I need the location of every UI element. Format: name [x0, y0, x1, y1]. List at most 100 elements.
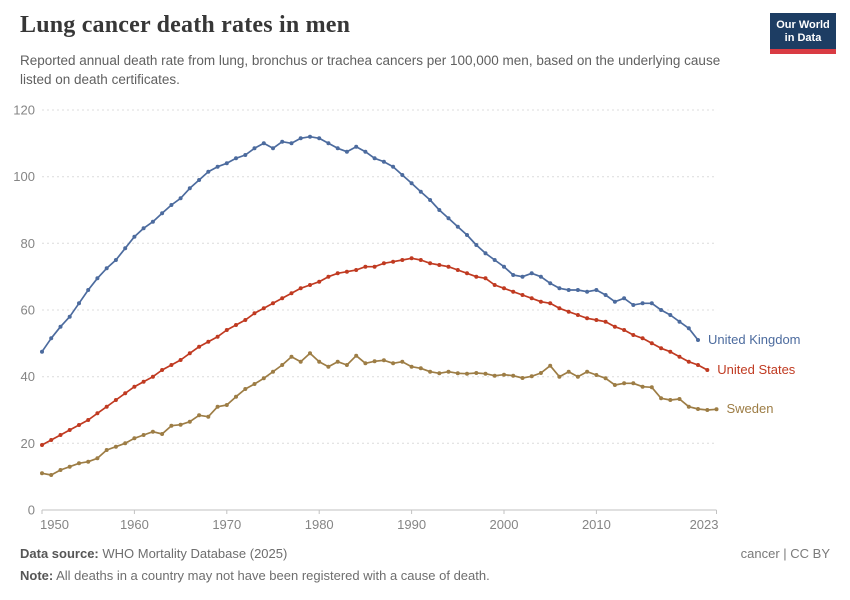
owid-logo[interactable]: Our World in Data: [770, 13, 836, 54]
data-point-united-states[interactable]: [298, 286, 303, 291]
data-point-united-states[interactable]: [280, 296, 285, 301]
data-point-united-states[interactable]: [243, 318, 248, 322]
data-point-united-states[interactable]: [40, 443, 44, 447]
data-point-united-states[interactable]: [538, 299, 543, 304]
data-point-united-states[interactable]: [372, 264, 377, 269]
data-point-united-states[interactable]: [252, 311, 257, 316]
data-point-sweden[interactable]: [178, 422, 183, 427]
data-point-united-states[interactable]: [428, 261, 433, 266]
data-point-united-kingdom[interactable]: [446, 216, 451, 221]
data-point-united-kingdom[interactable]: [95, 276, 100, 281]
data-point-united-states[interactable]: [354, 268, 359, 272]
data-point-sweden[interactable]: [474, 371, 479, 375]
data-point-sweden[interactable]: [317, 359, 322, 364]
data-point-sweden[interactable]: [206, 414, 211, 419]
data-point-sweden[interactable]: [252, 382, 257, 386]
data-point-united-kingdom[interactable]: [603, 293, 608, 297]
data-point-united-kingdom[interactable]: [548, 281, 553, 286]
data-point-united-states[interactable]: [649, 341, 654, 346]
data-point-united-states[interactable]: [511, 289, 516, 294]
data-point-sweden[interactable]: [585, 369, 590, 374]
data-point-sweden[interactable]: [520, 376, 525, 380]
data-point-sweden[interactable]: [113, 444, 118, 449]
data-point-united-kingdom[interactable]: [677, 319, 682, 324]
data-point-sweden[interactable]: [705, 408, 710, 412]
data-point-sweden[interactable]: [640, 384, 645, 389]
data-point-united-states[interactable]: [289, 291, 294, 296]
data-point-united-states[interactable]: [566, 309, 571, 314]
data-point-sweden[interactable]: [465, 371, 469, 376]
data-point-united-kingdom[interactable]: [335, 146, 340, 151]
data-point-united-kingdom[interactable]: [40, 349, 44, 354]
data-point-sweden[interactable]: [659, 396, 664, 401]
data-point-sweden[interactable]: [215, 404, 220, 409]
data-point-sweden[interactable]: [243, 387, 248, 391]
data-point-united-states[interactable]: [224, 328, 229, 332]
data-point-united-states[interactable]: [483, 276, 488, 281]
series-united-states[interactable]: [40, 256, 710, 447]
data-point-united-kingdom[interactable]: [123, 246, 128, 251]
data-point-united-states[interactable]: [391, 259, 396, 264]
data-point-united-states[interactable]: [95, 411, 100, 416]
legend-label-united-kingdom[interactable]: United Kingdom: [708, 331, 801, 347]
data-point-united-kingdom[interactable]: [86, 288, 91, 292]
data-point-united-states[interactable]: [169, 363, 174, 367]
data-point-united-kingdom[interactable]: [49, 336, 54, 341]
data-point-united-kingdom[interactable]: [215, 164, 220, 169]
series-line-sweden[interactable]: [41, 352, 717, 476]
data-point-sweden[interactable]: [49, 473, 54, 477]
data-point-sweden[interactable]: [308, 351, 312, 356]
data-point-sweden[interactable]: [67, 464, 72, 469]
series-united-kingdom[interactable]: [40, 134, 700, 354]
data-point-united-kingdom[interactable]: [58, 324, 63, 329]
data-point-united-kingdom[interactable]: [77, 301, 81, 306]
data-point-united-states[interactable]: [308, 283, 312, 287]
data-point-sweden[interactable]: [123, 441, 128, 446]
data-point-united-kingdom[interactable]: [326, 141, 331, 146]
data-point-sweden[interactable]: [455, 371, 460, 376]
series-sweden[interactable]: [40, 351, 719, 477]
data-point-united-states[interactable]: [529, 296, 534, 301]
data-point-sweden[interactable]: [234, 394, 238, 399]
series-line-united-states[interactable]: [41, 257, 708, 446]
data-point-united-states[interactable]: [557, 306, 562, 311]
data-point-united-states[interactable]: [363, 264, 368, 269]
data-point-united-states[interactable]: [446, 264, 451, 269]
data-point-united-states[interactable]: [86, 418, 91, 422]
data-point-united-kingdom[interactable]: [696, 338, 700, 342]
data-point-united-kingdom[interactable]: [538, 274, 543, 279]
data-point-united-states[interactable]: [437, 263, 442, 267]
data-point-sweden[interactable]: [344, 363, 349, 367]
data-point-sweden[interactable]: [612, 383, 617, 387]
data-point-sweden[interactable]: [298, 359, 303, 364]
data-point-united-kingdom[interactable]: [465, 233, 469, 237]
data-point-sweden[interactable]: [686, 404, 691, 409]
data-point-sweden[interactable]: [446, 369, 451, 374]
data-point-united-kingdom[interactable]: [113, 258, 118, 262]
data-point-united-states[interactable]: [271, 301, 275, 306]
data-point-united-kingdom[interactable]: [317, 136, 322, 141]
data-point-sweden[interactable]: [437, 371, 442, 376]
data-point-united-kingdom[interactable]: [686, 326, 691, 331]
data-point-united-states[interactable]: [418, 258, 423, 262]
data-point-united-states[interactable]: [622, 328, 627, 332]
data-point-sweden[interactable]: [354, 353, 359, 358]
data-point-united-states[interactable]: [612, 324, 617, 329]
data-point-united-kingdom[interactable]: [354, 144, 359, 149]
data-point-united-kingdom[interactable]: [67, 314, 72, 319]
data-point-united-states[interactable]: [261, 306, 266, 311]
data-point-united-kingdom[interactable]: [381, 159, 386, 164]
data-point-united-states[interactable]: [197, 344, 202, 349]
data-point-united-kingdom[interactable]: [502, 264, 506, 269]
data-point-united-states[interactable]: [705, 368, 710, 372]
data-point-sweden[interactable]: [280, 363, 285, 367]
data-point-united-kingdom[interactable]: [557, 286, 562, 291]
data-point-united-kingdom[interactable]: [575, 288, 580, 292]
data-point-united-kingdom[interactable]: [659, 308, 664, 312]
data-point-united-states[interactable]: [344, 269, 349, 274]
data-point-sweden[interactable]: [696, 407, 700, 411]
data-point-united-states[interactable]: [502, 286, 506, 291]
data-point-sweden[interactable]: [132, 436, 137, 441]
data-point-united-kingdom[interactable]: [483, 251, 488, 256]
data-point-sweden[interactable]: [77, 461, 81, 466]
